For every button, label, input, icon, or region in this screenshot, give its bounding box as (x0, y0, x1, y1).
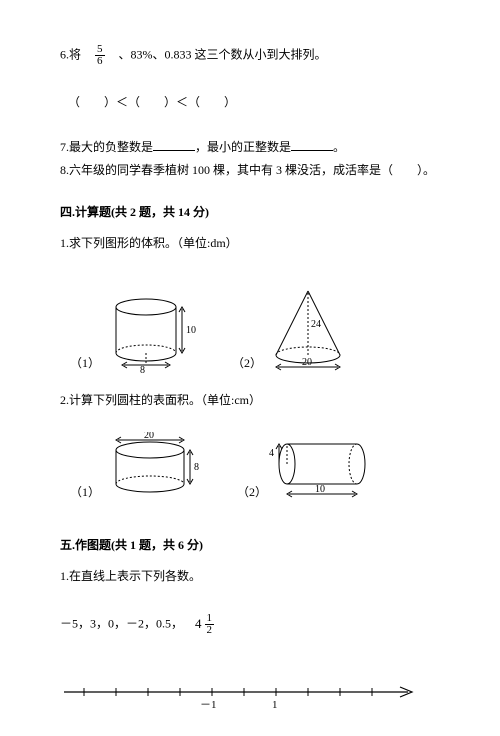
fig3-label: （1） (70, 483, 100, 502)
q6-fraction: 5 6 (95, 44, 105, 67)
cone-h: 24 (311, 319, 321, 330)
q6-compare: （ ）＜（ ）＜（ ） (68, 93, 440, 112)
q7-blank1 (153, 139, 195, 151)
fig2-wrap: （2） 24 20 (232, 285, 364, 373)
fig2-label: （2） (232, 354, 262, 373)
section4-title: 四.计算题(共 2 题，共 14 分) (60, 203, 440, 222)
cyl2-d: 20 (144, 432, 154, 441)
cyl2-h: 8 (194, 462, 199, 473)
q7-b: ，最小的正整数是 (195, 140, 291, 154)
q8: 8.六年级的同学春季植树 100 棵，其中有 3 棵没活，成活率是（ ）。 (60, 161, 440, 180)
cylinder-1-svg: 10 8 (102, 295, 202, 373)
cyl1-h: 10 (186, 325, 196, 336)
section4-q1: 1.求下列图形的体积。（单位:dm） (60, 234, 440, 253)
cylinder-3-svg: 4 10 (269, 432, 379, 502)
section5-title: 五.作图题(共 1 题，共 6 分) (60, 536, 440, 555)
section5-numbers-a: －5，3，0，－2，0.5， (60, 616, 183, 630)
cone-d: 20 (302, 357, 312, 368)
q6-line1: 6.将 5 6 、83%、0.833 这三个数从小到大排列。 (60, 44, 440, 67)
fig1-wrap: （1） 10 8 (70, 295, 202, 373)
section5-q1: 1.在直线上表示下列各数。 (60, 567, 440, 586)
fig4-wrap: （2） 4 10 (237, 432, 379, 502)
mixed-fraction: 412 (195, 613, 216, 636)
q6-mid: 、83%、0.833 这三个数从小到大排列。 (119, 47, 327, 61)
cylinder-2-svg: 20 8 (102, 432, 207, 502)
mixed-num: 1 (205, 613, 215, 625)
q7-blank2 (291, 139, 333, 151)
cyl3-r: 4 (269, 448, 274, 459)
cyl1-d: 8 (140, 365, 145, 373)
section5-numbers: －5，3，0，－2，0.5， 412 (60, 613, 440, 636)
tick-neg1: －1 (200, 699, 217, 711)
fig1-label: （1） (70, 354, 100, 373)
fig4-label: （2） (237, 483, 267, 502)
q6-frac-den: 6 (95, 56, 105, 67)
q6-prefix: 6.将 (60, 47, 81, 61)
fig3-wrap: （1） 20 8 (70, 432, 207, 502)
cyl3-len: 10 (315, 484, 325, 495)
number-line-svg: －1 1 (60, 680, 420, 716)
page: 6.将 5 6 、83%、0.833 这三个数从小到大排列。 （ ）＜（ ）＜（… (0, 0, 500, 736)
cone-svg: 24 20 (264, 285, 364, 373)
tick-pos1: 1 (272, 699, 278, 711)
mixed-frac: 12 (205, 613, 215, 636)
mixed-whole: 4 (195, 614, 202, 635)
mixed-den: 2 (205, 625, 215, 636)
q7-a: 7.最大的负整数是 (60, 140, 153, 154)
q7-c: 。 (333, 140, 345, 154)
figure-row-2: （1） 20 8 (70, 432, 440, 502)
figure-row-1: （1） 10 8 (70, 285, 440, 373)
q7: 7.最大的负整数是 ，最小的正整数是 。 (60, 138, 440, 157)
section4-q2: 2.计算下列圆柱的表面积。（单位:cm） (60, 391, 440, 410)
